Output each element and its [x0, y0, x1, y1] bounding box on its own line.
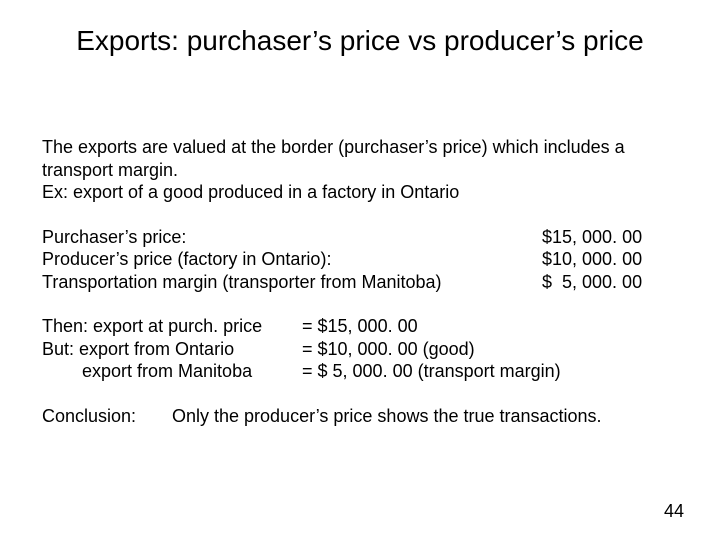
price-row: Transportation margin (transporter from … — [42, 271, 678, 294]
price-value: $ 5, 000. 00 — [542, 271, 662, 294]
breakdown-value: = $10, 000. 00 (good) — [302, 338, 678, 361]
price-value: $10, 000. 00 — [542, 248, 662, 271]
page-number: 44 — [664, 501, 684, 522]
price-row: Purchaser’s price: $15, 000. 00 — [42, 226, 678, 249]
price-list: Purchaser’s price: $15, 000. 00 Producer… — [42, 226, 678, 294]
price-label: Purchaser’s price: — [42, 226, 542, 249]
breakdown-label: export from Manitoba — [42, 360, 302, 383]
breakdown-row: But: export from Ontario = $10, 000. 00 … — [42, 338, 678, 361]
intro-line-2: Ex: export of a good produced in a facto… — [42, 181, 678, 204]
price-label: Producer’s price (factory in Ontario): — [42, 248, 542, 271]
conclusion-label: Conclusion: — [42, 405, 172, 428]
breakdown-label: But: export from Ontario — [42, 338, 302, 361]
breakdown-list: Then: export at purch. price = $15, 000.… — [42, 315, 678, 383]
price-row: Producer’s price (factory in Ontario): $… — [42, 248, 678, 271]
conclusion: Conclusion: Only the producer’s price sh… — [42, 405, 678, 428]
breakdown-label: Then: export at purch. price — [42, 315, 302, 338]
slide: Exports: purchaser’s price vs producer’s… — [0, 0, 720, 540]
intro-line-1: The exports are valued at the border (pu… — [42, 136, 678, 181]
breakdown-value: = $ 5, 000. 00 (transport margin) — [302, 360, 678, 383]
price-value: $15, 000. 00 — [542, 226, 662, 249]
breakdown-row: export from Manitoba = $ 5, 000. 00 (tra… — [42, 360, 678, 383]
breakdown-row: Then: export at purch. price = $15, 000.… — [42, 315, 678, 338]
conclusion-text: Only the producer’s price shows the true… — [172, 405, 678, 428]
breakdown-value: = $15, 000. 00 — [302, 315, 678, 338]
slide-title: Exports: purchaser’s price vs producer’s… — [60, 24, 660, 58]
price-label: Transportation margin (transporter from … — [42, 271, 542, 294]
intro-paragraph: The exports are valued at the border (pu… — [42, 136, 678, 204]
slide-body: The exports are valued at the border (pu… — [42, 136, 678, 449]
